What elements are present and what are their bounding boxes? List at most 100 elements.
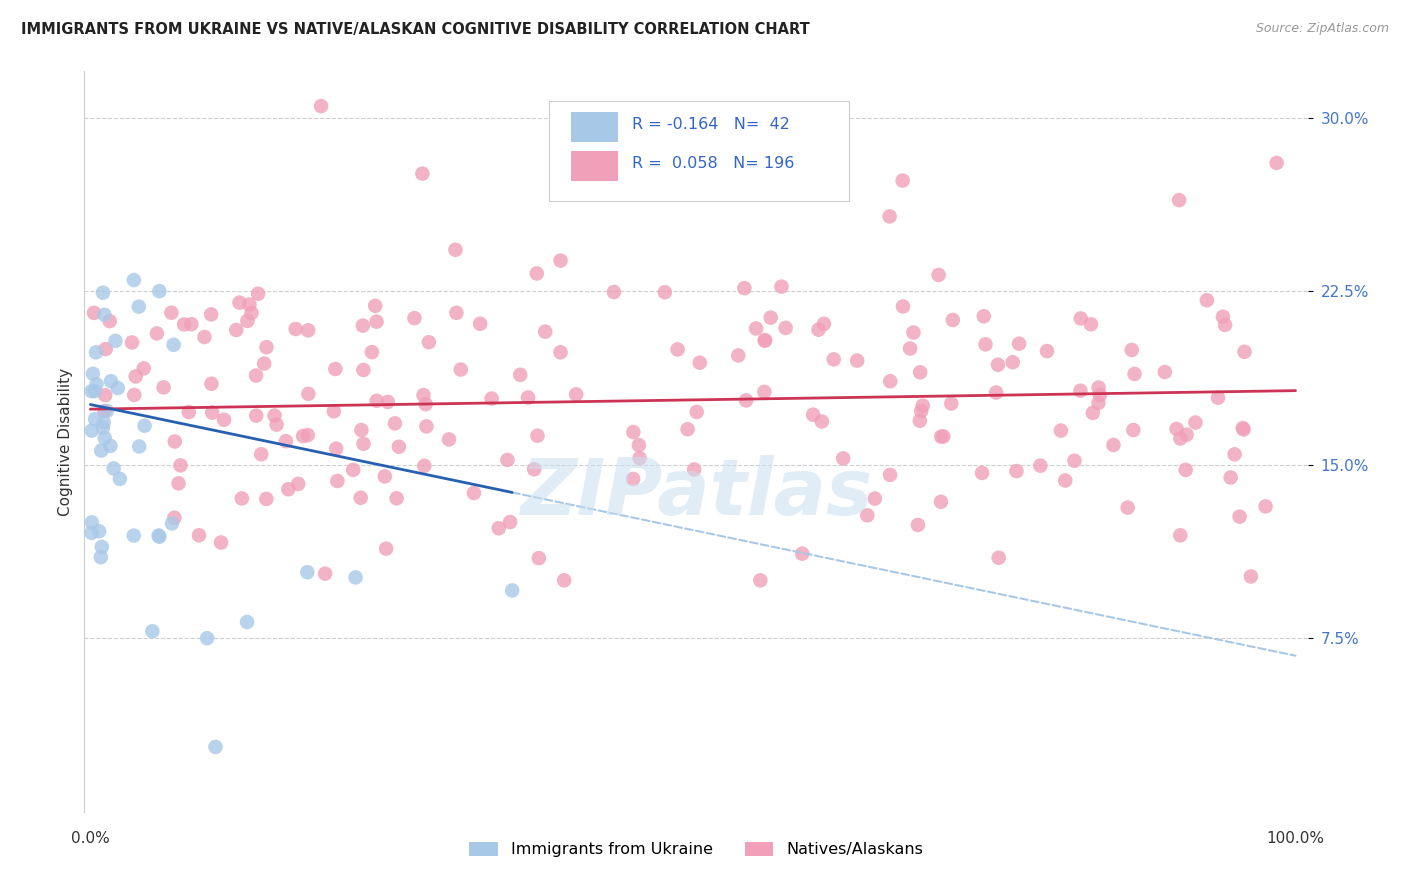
Point bbox=[929, 495, 952, 509]
Point bbox=[891, 300, 914, 314]
Point bbox=[1233, 344, 1256, 359]
Point bbox=[87, 524, 110, 539]
Point bbox=[83, 384, 105, 398]
Point bbox=[160, 306, 183, 320]
Point bbox=[413, 458, 436, 473]
Point bbox=[749, 574, 772, 588]
Point bbox=[350, 423, 373, 437]
Point bbox=[412, 388, 434, 402]
Point bbox=[1087, 380, 1109, 394]
Point bbox=[745, 321, 768, 335]
Point bbox=[863, 491, 886, 506]
Point bbox=[986, 385, 1008, 400]
Point bbox=[94, 388, 117, 402]
Point bbox=[1206, 391, 1229, 405]
Point bbox=[352, 363, 374, 377]
Point bbox=[415, 419, 437, 434]
Point bbox=[177, 405, 200, 419]
Point bbox=[509, 368, 531, 382]
Point bbox=[1174, 463, 1197, 477]
Point bbox=[468, 317, 491, 331]
Point bbox=[103, 461, 125, 475]
Point bbox=[450, 362, 472, 376]
Point bbox=[1184, 416, 1206, 430]
Point bbox=[1213, 318, 1236, 332]
Point bbox=[388, 440, 411, 454]
Point bbox=[90, 540, 112, 554]
Point bbox=[100, 439, 122, 453]
Point bbox=[987, 358, 1010, 372]
Point bbox=[496, 453, 519, 467]
Point bbox=[122, 528, 145, 542]
Point bbox=[245, 368, 267, 383]
Point bbox=[686, 405, 709, 419]
Point bbox=[550, 253, 572, 268]
Point bbox=[163, 510, 186, 524]
Point bbox=[366, 315, 388, 329]
Point bbox=[1265, 156, 1288, 170]
Point bbox=[94, 342, 117, 356]
Point bbox=[1008, 336, 1031, 351]
Point bbox=[754, 384, 776, 399]
Text: Source: ZipAtlas.com: Source: ZipAtlas.com bbox=[1256, 22, 1389, 36]
Point bbox=[1168, 193, 1191, 207]
Point bbox=[903, 326, 925, 340]
Point bbox=[297, 428, 319, 442]
Point bbox=[148, 530, 170, 544]
Point bbox=[437, 433, 460, 447]
Point bbox=[245, 409, 267, 423]
Point bbox=[801, 408, 824, 422]
Point bbox=[733, 281, 755, 295]
Point bbox=[1063, 454, 1085, 468]
Point bbox=[987, 550, 1010, 565]
Point bbox=[941, 396, 963, 410]
Text: IMMIGRANTS FROM UKRAINE VS NATIVE/ALASKAN COGNITIVE DISABILITY CORRELATION CHART: IMMIGRANTS FROM UKRAINE VS NATIVE/ALASKA… bbox=[21, 22, 810, 37]
Point bbox=[501, 583, 523, 598]
Point bbox=[1223, 447, 1246, 461]
Point bbox=[132, 361, 155, 376]
Point bbox=[898, 342, 921, 356]
Point bbox=[80, 384, 103, 399]
Point bbox=[287, 476, 309, 491]
Point bbox=[353, 437, 375, 451]
Point bbox=[121, 335, 143, 350]
Point bbox=[929, 429, 952, 443]
Point bbox=[411, 167, 433, 181]
Point bbox=[891, 173, 914, 187]
Point bbox=[1005, 464, 1028, 478]
Point bbox=[813, 317, 835, 331]
Point bbox=[1240, 569, 1263, 583]
Point bbox=[553, 574, 575, 588]
Point bbox=[1102, 438, 1125, 452]
Point bbox=[93, 308, 115, 322]
Point bbox=[162, 338, 184, 352]
Point bbox=[1232, 421, 1254, 435]
Point bbox=[364, 299, 387, 313]
Point bbox=[526, 428, 548, 442]
Point bbox=[846, 353, 869, 368]
Point bbox=[908, 414, 931, 428]
Point bbox=[104, 334, 127, 348]
Point bbox=[627, 438, 650, 452]
Legend: Immigrants from Ukraine, Natives/Alaskans: Immigrants from Ukraine, Natives/Alaskan… bbox=[463, 835, 929, 863]
Point bbox=[160, 516, 183, 531]
Point bbox=[292, 429, 315, 443]
Point bbox=[141, 624, 163, 639]
Point bbox=[879, 374, 901, 388]
Point bbox=[91, 285, 114, 300]
Point bbox=[325, 442, 347, 456]
Point bbox=[169, 458, 191, 473]
Point bbox=[1050, 424, 1073, 438]
Point bbox=[108, 472, 131, 486]
Point bbox=[1168, 528, 1191, 542]
Point bbox=[832, 451, 855, 466]
Point bbox=[122, 273, 145, 287]
Point bbox=[80, 516, 103, 530]
Point bbox=[526, 267, 548, 281]
Point bbox=[236, 615, 259, 629]
Point bbox=[152, 380, 174, 394]
Point bbox=[200, 376, 222, 391]
Point bbox=[676, 422, 699, 436]
Point bbox=[932, 429, 955, 443]
FancyBboxPatch shape bbox=[571, 152, 617, 181]
